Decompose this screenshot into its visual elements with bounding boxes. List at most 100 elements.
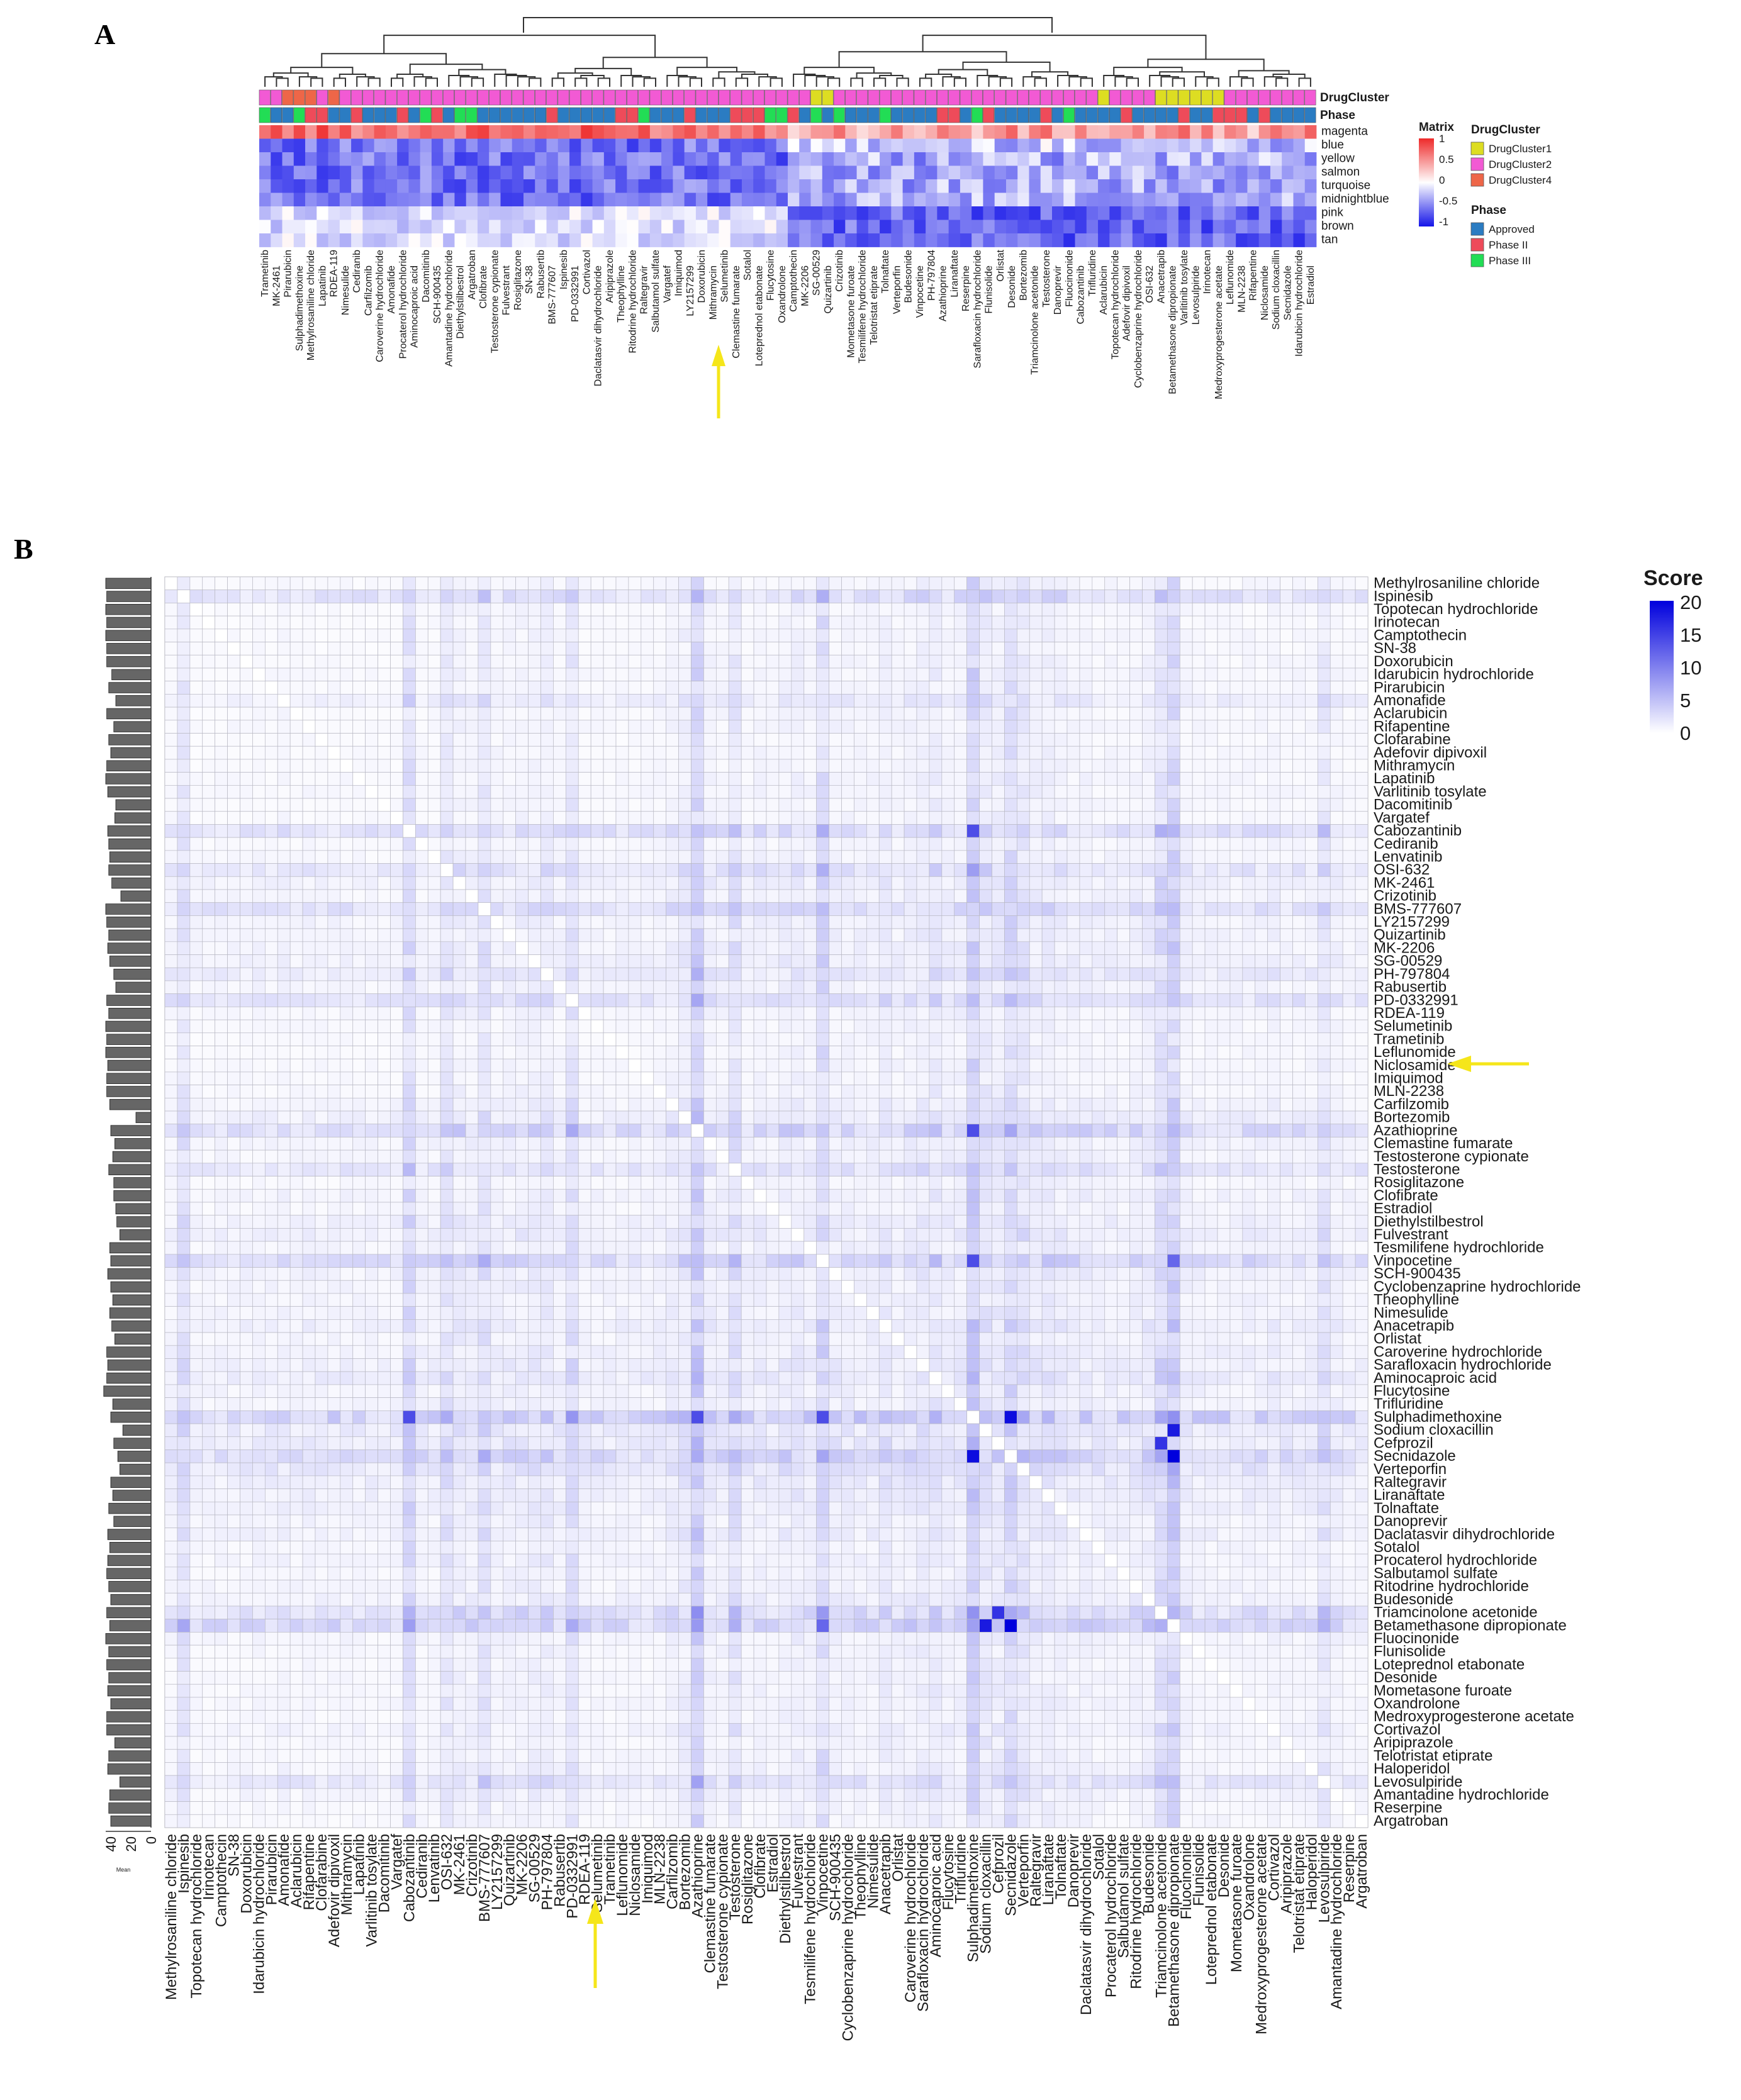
cell-a bbox=[512, 193, 524, 207]
cell-b bbox=[227, 876, 240, 890]
cell-b bbox=[1255, 707, 1268, 721]
cell-b bbox=[954, 954, 968, 968]
cell-b bbox=[1229, 1058, 1243, 1073]
dendrogram-branch bbox=[333, 77, 346, 87]
cell-b bbox=[540, 785, 554, 799]
cell-a bbox=[649, 125, 662, 139]
cell-a bbox=[627, 233, 639, 247]
cell-b bbox=[753, 667, 767, 682]
cell-b bbox=[1016, 772, 1030, 786]
cell-a bbox=[489, 138, 501, 153]
drugcluster-cell bbox=[580, 89, 593, 106]
annotation-track-label: DrugCluster bbox=[1320, 91, 1389, 104]
cell-b bbox=[1255, 642, 1268, 656]
cell-a bbox=[362, 125, 375, 139]
cell-b bbox=[1142, 589, 1155, 603]
cell-b bbox=[979, 720, 992, 734]
cell-b bbox=[452, 759, 466, 773]
cell-b bbox=[666, 720, 679, 734]
cell-b bbox=[778, 1058, 792, 1073]
cell-b bbox=[941, 980, 955, 995]
cell-b bbox=[478, 642, 491, 656]
cell-b bbox=[966, 772, 980, 786]
cell-b bbox=[803, 967, 817, 981]
cell-b bbox=[1192, 798, 1206, 812]
phase-cell bbox=[454, 107, 466, 123]
cell-b bbox=[854, 863, 867, 877]
cell-b bbox=[1204, 681, 1218, 695]
cell-b bbox=[189, 733, 203, 747]
cell-a bbox=[523, 179, 535, 193]
row-score-bar bbox=[106, 1346, 152, 1358]
drugcluster-cell bbox=[1051, 89, 1063, 106]
cell-b bbox=[1016, 733, 1030, 747]
cell-b bbox=[791, 733, 805, 747]
cell-b bbox=[1066, 654, 1080, 669]
row-score-bar bbox=[109, 1242, 152, 1254]
cell-b bbox=[352, 759, 366, 773]
drugcluster-cell bbox=[454, 89, 466, 106]
cell-b bbox=[515, 928, 529, 942]
cell-b bbox=[264, 1032, 278, 1046]
cell-b bbox=[227, 993, 240, 1007]
cell-b bbox=[227, 941, 240, 955]
cell-b bbox=[929, 941, 943, 955]
cell-b bbox=[289, 772, 303, 786]
cell-b bbox=[1267, 980, 1280, 995]
cell-b bbox=[741, 785, 754, 799]
cell-b bbox=[891, 615, 905, 630]
cell-b bbox=[1066, 863, 1080, 877]
cell-b bbox=[1079, 603, 1093, 617]
cell-b bbox=[540, 954, 554, 968]
cell-b bbox=[929, 589, 943, 603]
cell-b bbox=[1054, 863, 1068, 877]
cell-b bbox=[1255, 941, 1268, 955]
cell-b bbox=[1155, 694, 1168, 708]
cell-b bbox=[390, 589, 403, 603]
cell-b bbox=[378, 628, 391, 642]
cell-b bbox=[1192, 642, 1206, 656]
cell-b bbox=[1179, 681, 1193, 695]
cell-b bbox=[841, 837, 854, 851]
dendrogram-branch bbox=[276, 77, 289, 87]
cell-b bbox=[452, 928, 466, 942]
cell-b bbox=[678, 1019, 691, 1034]
cell-b bbox=[1004, 720, 1017, 734]
cell-b bbox=[878, 967, 892, 981]
drugcluster-cell bbox=[695, 89, 707, 106]
cell-b bbox=[1217, 603, 1231, 617]
cell-b bbox=[841, 954, 854, 968]
cell-b bbox=[177, 720, 191, 734]
cell-b bbox=[1041, 785, 1055, 799]
cell-b bbox=[691, 642, 704, 656]
cell-b bbox=[1305, 837, 1318, 851]
cell-a bbox=[845, 233, 857, 247]
cell-a bbox=[719, 193, 731, 207]
cell-a bbox=[741, 125, 754, 139]
drug-column-label: Danoprevir bbox=[1053, 265, 1063, 315]
cell-b bbox=[878, 642, 892, 656]
cell-b bbox=[565, 993, 579, 1007]
cell-a bbox=[880, 179, 892, 193]
cell-a bbox=[880, 138, 892, 153]
cell-b bbox=[515, 681, 529, 695]
cell-b bbox=[1179, 876, 1193, 890]
cell-b bbox=[891, 759, 905, 773]
cell-b bbox=[1355, 1007, 1369, 1020]
cell-b bbox=[841, 615, 854, 630]
cell-b bbox=[302, 1019, 316, 1034]
cell-b bbox=[1117, 980, 1130, 995]
cell-b bbox=[1317, 694, 1331, 708]
cell-b bbox=[615, 915, 629, 929]
phase-cell bbox=[1051, 107, 1063, 123]
cell-b bbox=[215, 589, 228, 603]
cell-b bbox=[1192, 785, 1206, 799]
cell-b bbox=[891, 902, 905, 916]
cell-b bbox=[252, 811, 266, 825]
cell-b bbox=[1129, 850, 1143, 864]
cell-b bbox=[540, 642, 554, 656]
cell-b bbox=[1016, 576, 1030, 591]
cell-b bbox=[703, 720, 717, 734]
cell-b bbox=[741, 694, 754, 708]
phase-cell bbox=[534, 107, 547, 123]
